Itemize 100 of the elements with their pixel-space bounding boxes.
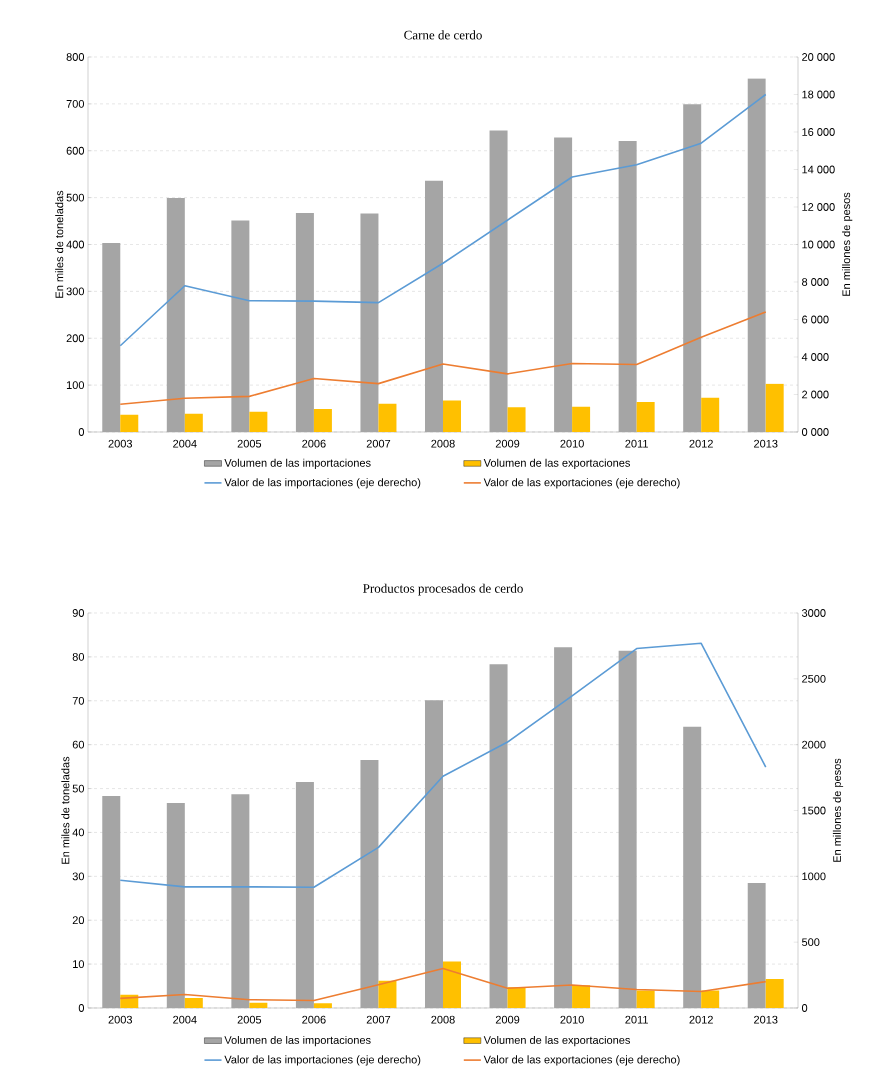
bar: [443, 400, 461, 432]
legend-label: Volumen de las importaciones: [224, 458, 371, 469]
bar: [572, 985, 591, 1008]
bar: [231, 794, 250, 1008]
bar: [120, 414, 139, 432]
x-tick-label: 2003: [108, 1015, 133, 1024]
x-tick-label: 2011: [625, 1015, 648, 1024]
bar: [295, 781, 314, 1008]
y2-tick-label: 2000: [802, 740, 826, 749]
legend-label: Valor de las exportaciones (eje derecho): [483, 1055, 680, 1066]
y2-tick-label: 8 000: [802, 278, 829, 286]
bar: [701, 990, 720, 1008]
x-tick-label: 2007: [366, 1015, 391, 1024]
y-tick-label: 500: [66, 193, 85, 202]
bar: [683, 104, 702, 432]
x-tick-label: 2012: [689, 439, 713, 448]
bar: [507, 407, 526, 432]
bar: [313, 409, 332, 432]
x-tick-label: 2013: [754, 1015, 778, 1024]
legend-label: Valor de las exportaciones (eje derecho): [483, 478, 680, 489]
bar: [166, 803, 185, 1008]
y2-axis-title: En millones de pesos: [832, 758, 844, 862]
y2-tick-label: 2 000: [802, 390, 829, 399]
y-tick-label: 700: [66, 99, 85, 108]
y-tick-label: 70: [72, 696, 85, 705]
y-tick-label: 0: [78, 1004, 85, 1012]
bar: [360, 213, 379, 432]
y-tick-label: 300: [66, 287, 85, 296]
bar: [618, 140, 637, 432]
y2-axis-title: En millones de pesos: [842, 192, 853, 296]
bar: [636, 990, 655, 1008]
y-tick-label: 600: [66, 146, 85, 155]
x-tick-label: 2009: [495, 439, 520, 448]
x-tick-label: 2008: [431, 1015, 455, 1024]
bar: [554, 137, 573, 432]
y-tick-label: 30: [72, 872, 85, 881]
x-tick-label: 2005: [237, 1015, 262, 1024]
y2-tick-label: 0: [801, 1004, 808, 1012]
bar: [184, 413, 203, 432]
y2-tick-label: 500: [801, 938, 820, 947]
x-tick-label: 2003: [108, 439, 133, 448]
y-tick-label: 400: [66, 240, 85, 249]
bar: [378, 980, 397, 1008]
x-tick-label: 2011: [625, 439, 648, 448]
y2-tick-label: 14 000: [802, 165, 835, 174]
line-series: [119, 642, 767, 889]
x-tick-label: 2004: [173, 1015, 197, 1024]
bar: [618, 650, 637, 1008]
bar: [425, 700, 444, 1008]
bar: [765, 979, 784, 1008]
y2-tick-label: 6 000: [802, 315, 829, 324]
y2-tick-label: 0 000: [801, 428, 829, 436]
bar: [313, 1003, 332, 1008]
bar: [747, 78, 766, 432]
y-tick-label: 40: [72, 828, 85, 837]
bar: [554, 647, 573, 1008]
y2-tick-label: 16 000: [802, 128, 835, 136]
bar: [102, 243, 121, 432]
y2-tick-label: 1500: [802, 806, 826, 815]
y2-tick-label: 1000: [802, 872, 826, 881]
chart-title: Productos procesados de cerdo: [363, 583, 523, 596]
x-tick-label: 2010: [560, 439, 584, 448]
y-tick-label: 60: [72, 740, 85, 749]
x-tick-label: 2013: [754, 439, 778, 448]
bar: [295, 213, 314, 432]
x-tick-label: 2006: [302, 1015, 326, 1024]
bar: [572, 406, 591, 432]
bar: [102, 796, 121, 1008]
x-tick-label: 2012: [689, 1015, 713, 1024]
x-tick-label: 2006: [302, 439, 326, 448]
bar: [249, 1002, 268, 1008]
y-tick-label: 800: [66, 53, 85, 61]
bar: [765, 383, 784, 432]
bar: [184, 997, 203, 1008]
legend-label: Volumen de las exportaciones: [483, 1035, 630, 1047]
y2-tick-label: 20 000: [802, 53, 835, 61]
y-axis-title: En miles de toneladas: [61, 756, 70, 864]
line-series: [119, 311, 767, 406]
y-tick-label: 100: [66, 381, 85, 390]
bar: [425, 180, 444, 432]
legend-label: Valor de las importaciones (eje derecho): [224, 1055, 421, 1066]
y2-tick-label: 4 000: [801, 353, 829, 361]
y-tick-label: 0: [78, 428, 85, 436]
x-tick-label: 2009: [495, 1015, 520, 1024]
x-tick-label: 2008: [431, 439, 455, 448]
bar: [507, 987, 526, 1008]
y-tick-label: 80: [72, 653, 85, 661]
bar: [701, 397, 720, 432]
legend-label: Valor de las importaciones (eje derecho): [224, 478, 421, 489]
y-tick-label: 200: [66, 334, 85, 343]
bar: [636, 401, 655, 432]
y2-tick-label: 10 000: [802, 240, 835, 249]
bar: [489, 664, 508, 1008]
bar: [489, 130, 508, 432]
y-tick-label: 20: [72, 916, 85, 925]
line-series: [119, 967, 767, 1002]
y2-tick-label: 12 000: [802, 203, 835, 211]
y2-tick-label: 2500: [802, 674, 826, 683]
chart-title: Carne de cerdo: [404, 30, 482, 40]
bar: [747, 882, 766, 1008]
